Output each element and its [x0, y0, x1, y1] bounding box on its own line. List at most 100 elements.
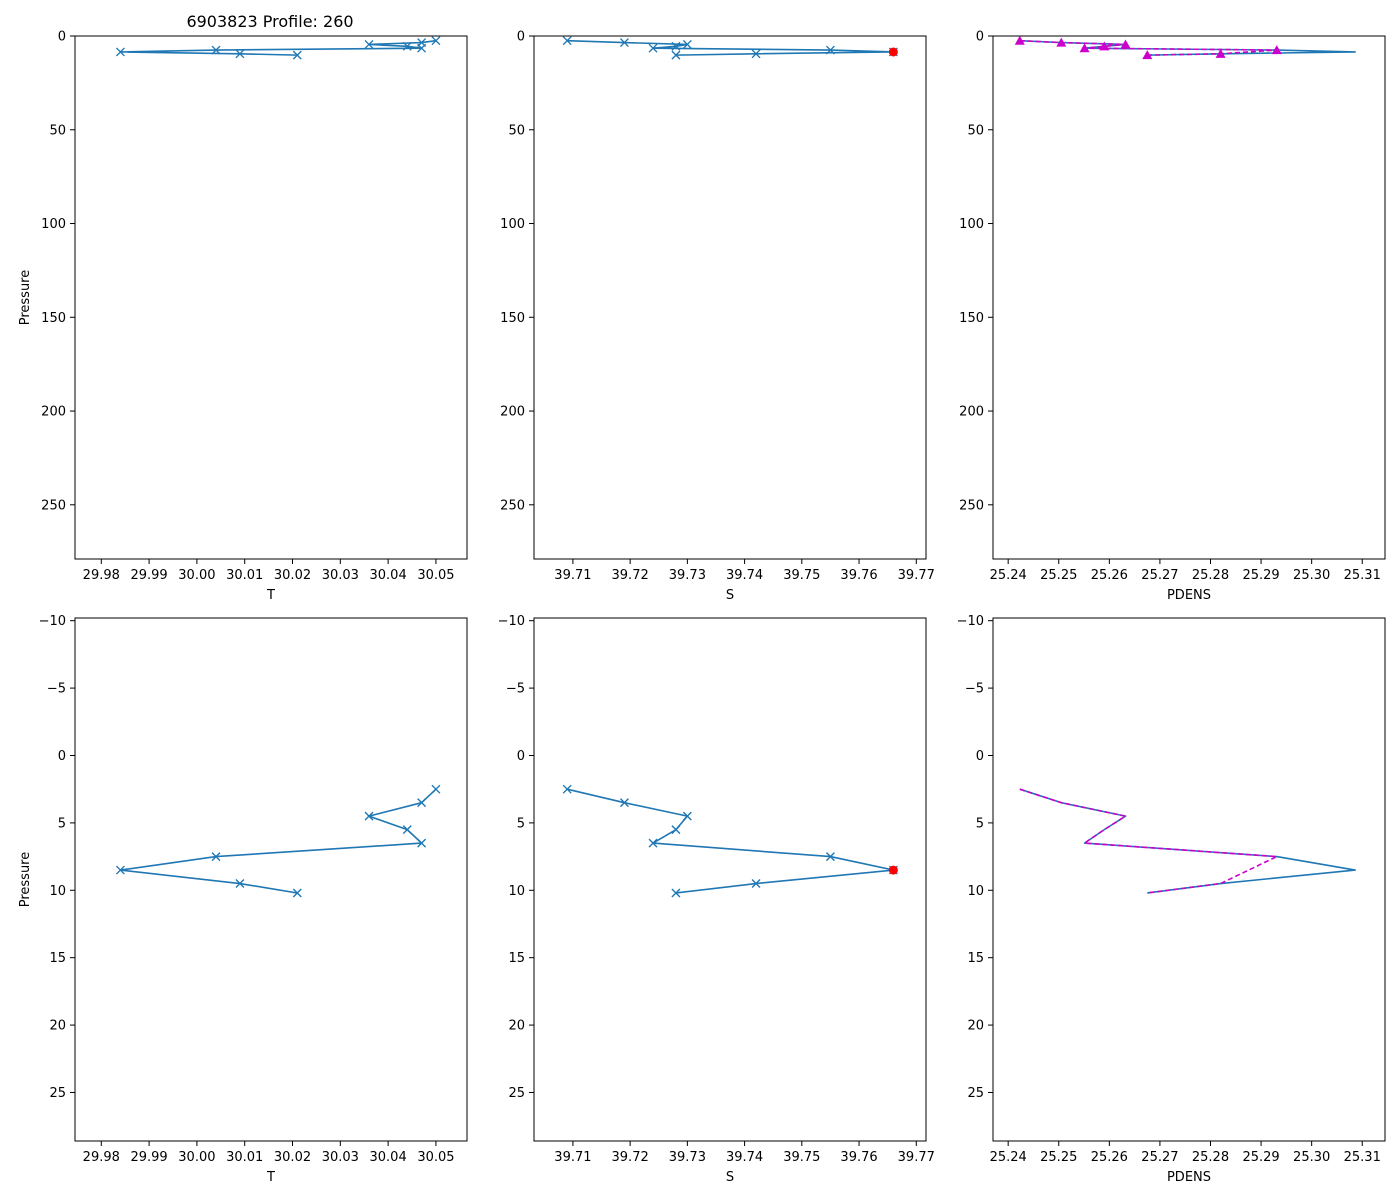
x-axis-label: PDENS	[1167, 1170, 1211, 1185]
y-tick-label: 20	[49, 1019, 66, 1034]
data-point-S	[671, 888, 681, 898]
y-tick-label: 200	[41, 405, 66, 420]
x-tick-label: 25.24	[990, 568, 1027, 583]
y-tick-label: 10	[49, 884, 66, 899]
y-tick-label: 100	[959, 217, 984, 232]
y-tick-label: −5	[47, 682, 66, 697]
data-point-PDENS-check	[1056, 37, 1067, 47]
x-tick-label: 39.71	[554, 1150, 591, 1165]
y-tick-label: 0	[58, 30, 66, 45]
y-tick-label: 25	[508, 1086, 525, 1101]
x-tick-label: 25.26	[1091, 1150, 1128, 1165]
plot-area	[562, 784, 898, 898]
x-tick-label: 30.03	[322, 1150, 359, 1165]
y-tick-label: 15	[49, 951, 66, 966]
panels: 29.98 29.99 30.00 30.01 30.02 30.03 30.04 30.05…	[18, 30, 1386, 1185]
y-tick-label: −10	[39, 614, 66, 629]
data-point-T	[431, 784, 441, 794]
data-point-T	[292, 888, 302, 898]
y-tick-label: 250	[41, 498, 66, 513]
y-tick-label: 200	[959, 405, 984, 420]
x-tick-label: 30.01	[226, 568, 263, 583]
plot-area	[115, 784, 441, 898]
axes-frame	[533, 617, 927, 1142]
y-tick-label: 25	[49, 1086, 66, 1101]
x-tick-label: 25.29	[1242, 1150, 1279, 1165]
x-axis-label: T	[266, 1170, 275, 1185]
axes-frame	[992, 35, 1386, 560]
x-tick-label: 29.98	[83, 1150, 120, 1165]
data-point-PDENS-check	[1215, 48, 1226, 58]
y-tick-label: −5	[506, 682, 525, 697]
panel-density-full: 25.24 25.25 25.26 25.27 25.28 25.29 25.30 25.31…	[959, 30, 1386, 603]
data-point-PDENS-check	[1099, 41, 1110, 51]
x-tick-label: 25.28	[1192, 1150, 1229, 1165]
x-tick-label: 25.31	[1344, 568, 1381, 583]
y-tick-label: 10	[508, 884, 525, 899]
x-tick-label: 25.25	[1040, 1150, 1077, 1165]
data-point-PDENS-check	[1120, 39, 1131, 49]
panel-salinity-zoom: 39.71 39.72 39.73 39.74 39.75 39.76 39.77 −10 −5…	[498, 614, 935, 1185]
x-tick-label: 25.27	[1141, 568, 1178, 583]
x-tick-label: 39.75	[783, 1150, 820, 1165]
data-point-T	[364, 811, 374, 821]
y-tick-label: 200	[500, 405, 525, 420]
data-point-T	[364, 39, 374, 49]
y-tick-label: 5	[517, 816, 525, 831]
y-tick-label: 50	[49, 123, 66, 138]
y-tick-label: −10	[957, 614, 984, 629]
y-tick-label: 150	[500, 311, 525, 326]
y-tick-label: 150	[959, 311, 984, 326]
data-point-S	[682, 39, 692, 49]
x-tick-label: 39.72	[612, 568, 649, 583]
panel-temperature-full: 29.98 29.99 30.00 30.01 30.02 30.03 30.04 30.05…	[18, 30, 468, 603]
x-tick-label: 25.26	[1091, 568, 1128, 583]
x-axis-label: T	[266, 588, 275, 603]
y-tick-label: 0	[517, 30, 525, 45]
x-tick-label: 39.77	[898, 1150, 935, 1165]
y-tick-label: 15	[967, 951, 984, 966]
plot-area	[562, 36, 898, 60]
plot-area	[1019, 788, 1356, 894]
x-tick-label: 30.00	[178, 568, 215, 583]
data-point-S	[682, 811, 692, 821]
x-tick-label: 30.02	[274, 568, 311, 583]
x-axis-label: S	[726, 588, 734, 603]
x-tick-label: 39.73	[669, 568, 706, 583]
x-tick-label: 30.05	[417, 568, 454, 583]
data-point-S	[751, 49, 761, 59]
data-point-PDENS-check	[1142, 50, 1153, 60]
data-point-T	[115, 47, 125, 57]
x-tick-label: 30.00	[178, 1150, 215, 1165]
y-tick-label: 0	[517, 749, 525, 764]
y-axis-label: Pressure	[18, 852, 33, 908]
data-point-S	[671, 825, 681, 835]
x-tick-label: 25.29	[1242, 568, 1279, 583]
series-line-PDENS-check	[1019, 39, 1278, 56]
panel-density-zoom: 25.24 25.25 25.26 25.27 25.28 25.29 25.30 25.31…	[957, 614, 1386, 1185]
y-tick-label: 20	[508, 1019, 525, 1034]
data-point-S	[671, 50, 681, 60]
x-tick-label: 25.28	[1192, 568, 1229, 583]
y-tick-label: 10	[967, 884, 984, 899]
flagged-point	[888, 47, 898, 57]
y-tick-label: 5	[58, 816, 66, 831]
x-tick-label: 30.05	[417, 1150, 454, 1165]
y-tick-label: −10	[498, 614, 525, 629]
y-tick-label: 250	[959, 498, 984, 513]
y-tick-label: 0	[976, 749, 984, 764]
x-tick-label: 30.04	[370, 1150, 407, 1165]
data-point-S	[648, 43, 658, 53]
data-point-T	[211, 852, 221, 862]
data-point-S	[648, 838, 658, 848]
y-tick-label: 20	[967, 1019, 984, 1034]
y-tick-label: 50	[508, 123, 525, 138]
x-tick-label: 29.99	[130, 568, 167, 583]
series-line-PDENS-check	[1019, 788, 1278, 894]
x-tick-label: 39.77	[898, 568, 935, 583]
data-point-PDENS-check	[1079, 43, 1090, 53]
axes-frame	[992, 617, 1386, 1142]
data-point-T	[235, 49, 245, 59]
x-tick-label: 39.74	[726, 1150, 763, 1165]
